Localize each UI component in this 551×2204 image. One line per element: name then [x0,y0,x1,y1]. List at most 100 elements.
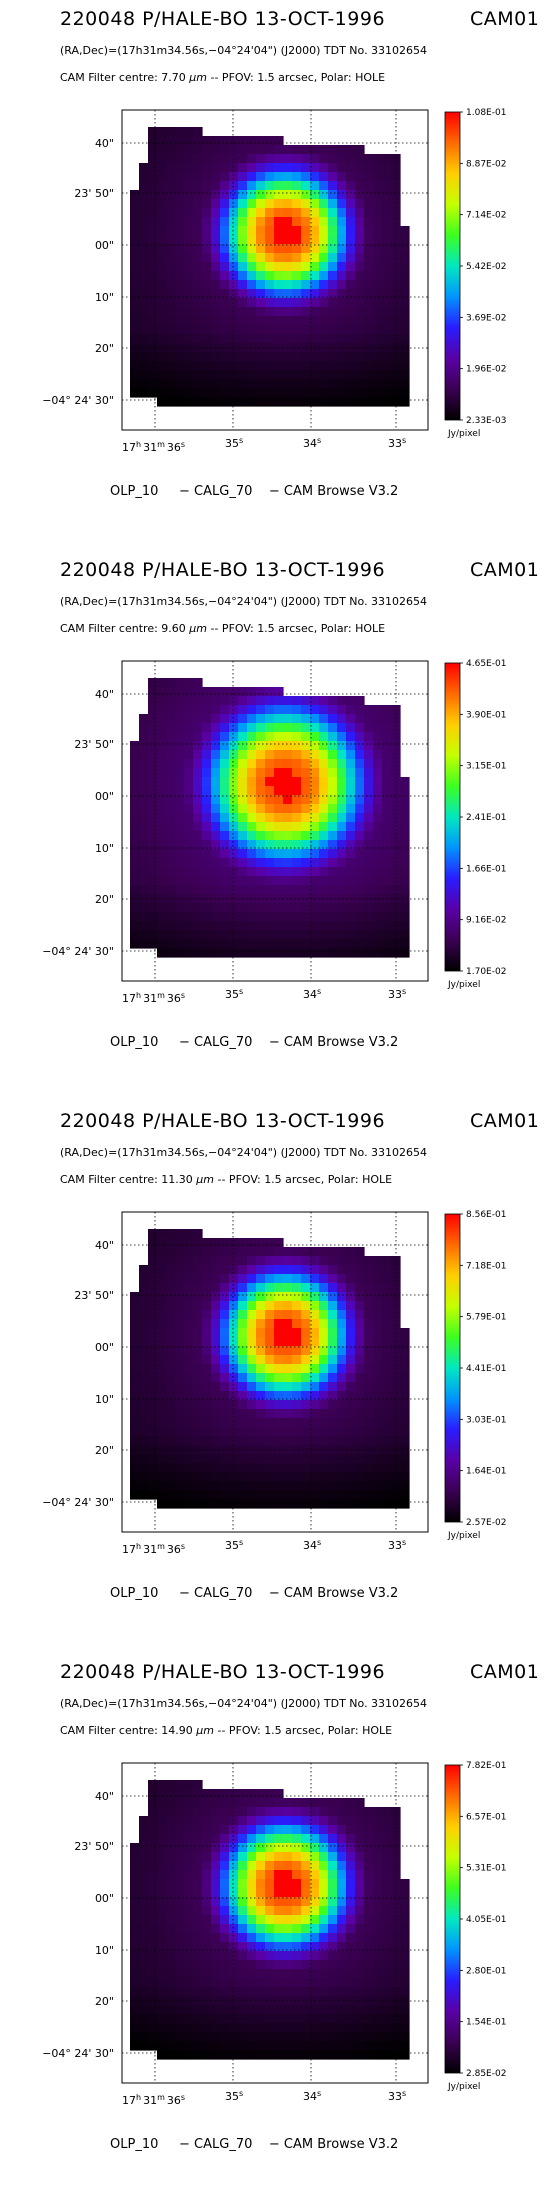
filter-line: CAM Filter centre: 9.60 µm -- PFOV: 1.5 … [60,622,385,635]
image-pixel [193,1978,203,1988]
image-pixel [229,696,239,706]
image-pixel [247,1247,257,1257]
image-pixel [337,280,347,290]
image-pixel [202,1490,212,1500]
image-pixel [310,705,320,715]
image-pixel [319,1951,329,1961]
image-pixel [310,2014,320,2024]
image-pixel [220,1906,230,1916]
image-pixel [292,1481,302,1491]
coordinates-line: (RA,Dec)=(17h31m34.56s,−04°24'04") (J200… [60,44,428,57]
image-pixel [337,840,347,850]
image-pixel [373,253,383,263]
image-pixel [256,208,266,218]
image-pixel [274,244,284,254]
image-pixel [130,1301,140,1311]
image-pixel [238,939,248,949]
image-pixel [319,2023,329,2033]
image-pixel [175,696,185,706]
image-pixel [175,127,185,137]
image-pixel [283,271,293,281]
image-pixel [202,163,212,173]
image-pixel [247,1987,257,1997]
image-pixel [184,714,194,724]
image-pixel [391,388,401,398]
image-pixel [328,1274,338,1284]
image-pixel [355,777,365,787]
image-pixel [292,379,302,389]
x-tick-label: 17h 31m 36s [122,440,185,454]
image-pixel [256,1337,266,1347]
image-pixel [292,262,302,272]
image-pixel [193,939,203,949]
image-pixel [211,912,221,922]
image-pixel [184,262,194,272]
image-pixel [337,804,347,814]
image-pixel [247,921,257,931]
image-pixel [157,1924,167,1934]
x-tick-label: 17h 31m 36s [122,991,185,1005]
image-pixel [373,1391,383,1401]
image-pixel [292,741,302,751]
image-pixel [229,280,239,290]
image-pixel [247,1418,257,1428]
image-pixel [175,1915,185,1925]
image-pixel [265,388,275,398]
image-pixel [319,1960,329,1970]
image-pixel [139,1825,149,1835]
image-pixel [175,894,185,904]
image-pixel [310,1924,320,1934]
image-pixel [148,1328,158,1338]
image-pixel [238,1834,248,1844]
image-pixel [346,334,356,344]
image-pixel [265,181,275,191]
image-pixel [211,244,221,254]
image-pixel [319,1933,329,1943]
image-pixel [130,867,140,877]
image-pixel [166,136,176,146]
image-pixel [229,912,239,922]
image-pixel [265,343,275,353]
image-pixel [238,190,248,200]
image-pixel [265,136,275,146]
image-pixel [364,1816,374,1826]
image-pixel [283,696,293,706]
image-pixel [337,1499,347,1509]
image-pixel [301,1978,311,1988]
image-pixel [202,1265,212,1275]
image-pixel [319,1807,329,1817]
image-pixel [400,1490,410,1500]
image-pixel [328,1906,338,1916]
filter-suffix: -- PFOV: 1.5 arcsec, Polar: HOLE [207,622,386,635]
image-pixel [355,930,365,940]
image-pixel [292,316,302,326]
image-pixel [346,397,356,407]
image-pixel [184,759,194,769]
image-pixel [202,1310,212,1320]
image-pixel [346,822,356,832]
image-pixel [373,885,383,895]
image-pixel [328,361,338,371]
image-pixel [229,262,239,272]
image-pixel [193,136,203,146]
image-pixel [247,1454,257,1464]
image-pixel [157,181,167,191]
image-pixel [247,795,257,805]
image-pixel [274,1879,284,1889]
image-pixel [256,867,266,877]
image-pixel [175,840,185,850]
image-pixel [166,271,176,281]
image-pixel [166,948,176,958]
image-pixel [328,334,338,344]
image-pixel [157,1364,167,1374]
image-pixel [166,352,176,362]
image-pixel [310,361,320,371]
image-pixel [265,190,275,200]
image-pixel [400,1328,410,1338]
image-pixel [319,163,329,173]
image-pixel [274,1427,284,1437]
image-pixel [238,912,248,922]
image-pixel [373,804,383,814]
colorbar-tick-label: 3.15E-01 [466,762,506,772]
image-pixel [346,1382,356,1392]
